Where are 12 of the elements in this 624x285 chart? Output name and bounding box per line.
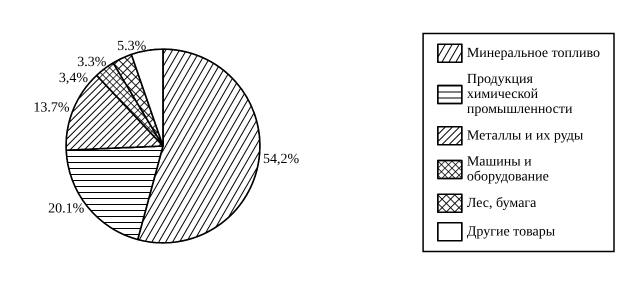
data-label: 3.3% — [77, 54, 107, 70]
legend-label: Машины и оборудование — [466, 154, 549, 184]
legend-label: Другие товары — [466, 224, 556, 240]
data-label: 54,2% — [263, 152, 300, 167]
legend-label: Минеральное топливо — [466, 46, 600, 61]
legend-label: Лес, бумага — [466, 196, 538, 211]
data-label: 20.1% — [48, 202, 85, 217]
legend-label: Продукция химической промышленности — [466, 72, 573, 117]
data-label: 5.3% — [117, 38, 147, 54]
data-label: 3,4% — [58, 70, 88, 86]
data-label: 13.7% — [33, 100, 70, 116]
legend-label: Металлы и их руды — [466, 128, 584, 144]
